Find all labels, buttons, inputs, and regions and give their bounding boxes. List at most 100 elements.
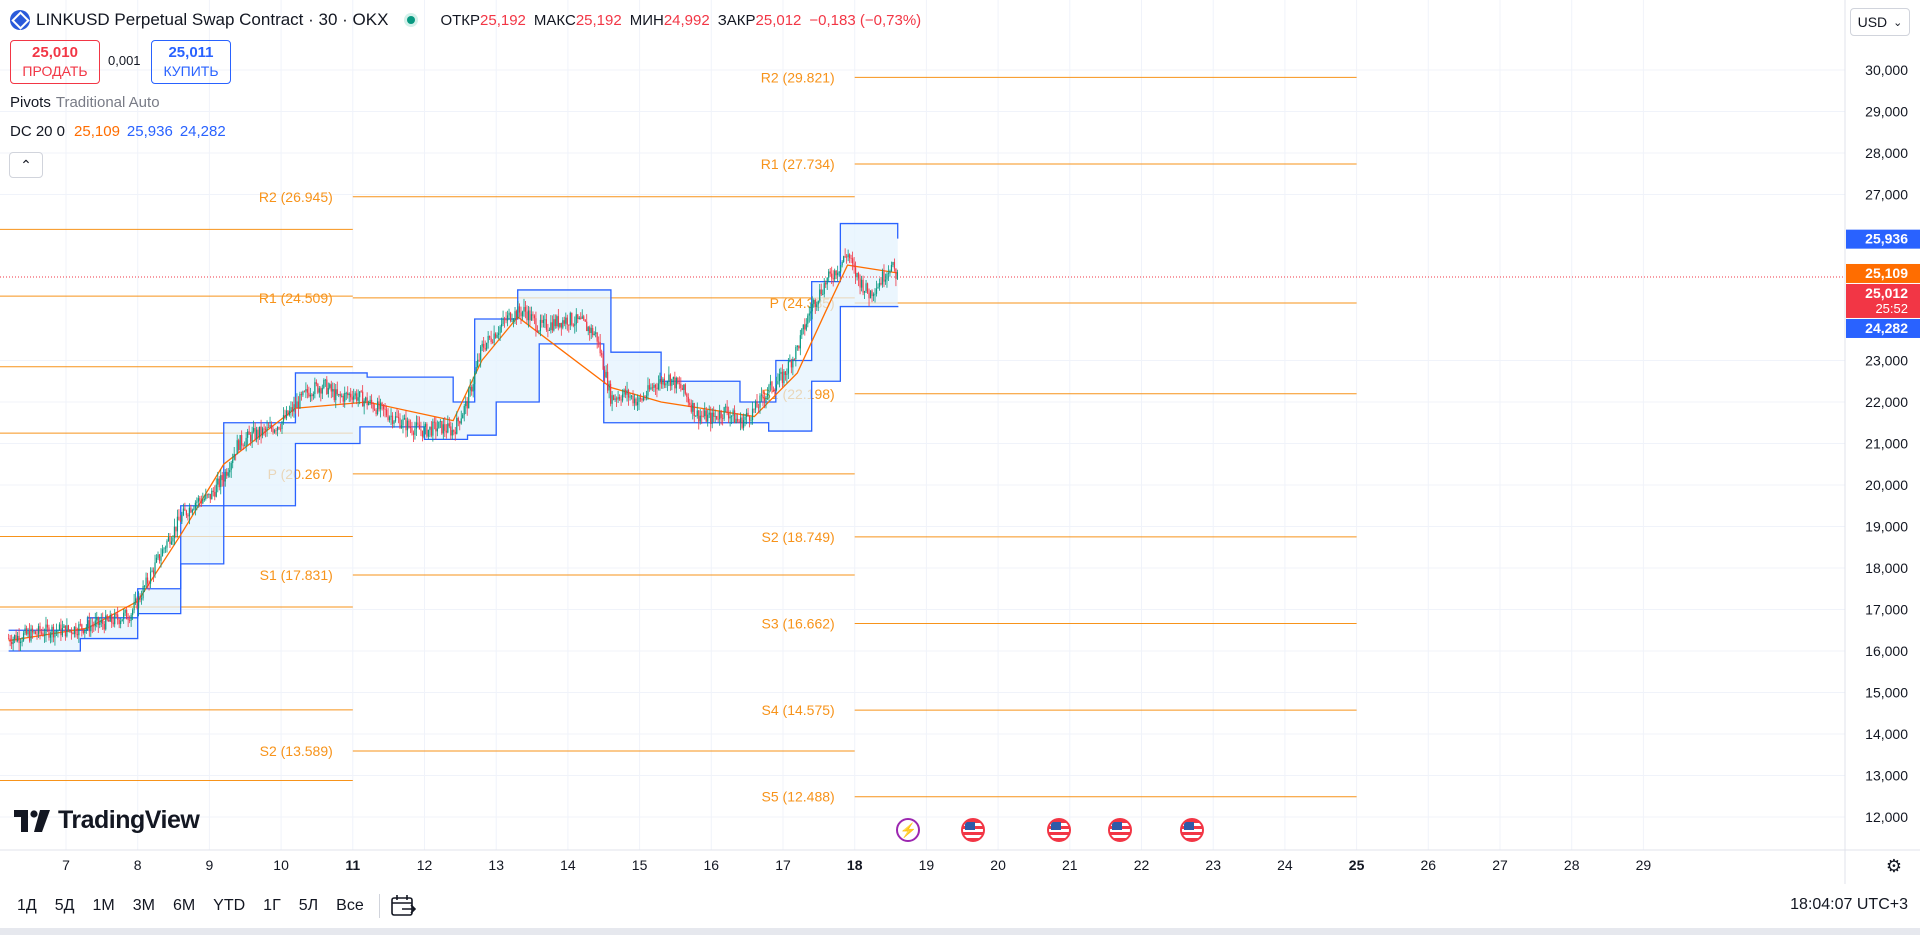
dc-legend[interactable]: DC 20 0 25,109 25,936 24,282: [10, 123, 226, 140]
candle-body: [112, 622, 114, 625]
candle-body: [584, 319, 586, 322]
candle-body: [244, 445, 246, 447]
us-flag-event-icon[interactable]: [1107, 818, 1132, 842]
candle-body: [792, 358, 794, 368]
candle-body: [551, 322, 553, 331]
collapse-legend-button[interactable]: ⌃: [9, 152, 43, 178]
candle-body: [247, 431, 249, 438]
candle-body: [245, 437, 247, 446]
candle-body: [409, 426, 412, 429]
lightning-event-icon[interactable]: ⚡: [896, 818, 921, 842]
sell-button[interactable]: 25,010 ПРОДАТЬ: [10, 40, 100, 84]
range-button[interactable]: 1Г: [263, 897, 281, 914]
candle-body: [545, 319, 547, 330]
candle-body: [290, 407, 292, 412]
tradingview-logo-text: TradingView: [58, 806, 200, 834]
pivot-label: S1 (17.831): [260, 567, 333, 583]
candle-body: [51, 626, 53, 635]
candle-body: [860, 279, 863, 288]
candle-body: [611, 395, 613, 404]
candle-body: [438, 421, 440, 429]
range-button[interactable]: 6М: [172, 897, 196, 914]
candle-body: [644, 397, 646, 398]
candle-body: [890, 265, 893, 272]
candle-body: [19, 641, 22, 644]
range-button[interactable]: 1Д: [17, 897, 37, 914]
candle-body: [200, 500, 202, 504]
candle-body: [205, 494, 207, 499]
pivots-legend[interactable]: Pivots Traditional Auto: [10, 94, 160, 111]
candle-body: [596, 332, 598, 342]
candle-body: [375, 409, 377, 415]
axis-settings-icon[interactable]: ⚙: [1885, 856, 1902, 876]
candle-body: [536, 330, 539, 332]
candle-body: [680, 383, 682, 389]
candle-body: [542, 319, 545, 323]
us-flag-event-icon[interactable]: [961, 818, 985, 842]
candle-body: [372, 403, 374, 410]
candle-body: [402, 419, 404, 426]
candle-body: [517, 306, 519, 319]
tradingview-logo[interactable]: TradingView: [14, 806, 200, 835]
pivot-label: R1 (24.509): [259, 290, 333, 306]
candle-body: [163, 548, 165, 550]
candle-body: [439, 420, 441, 422]
candle-body: [562, 320, 564, 328]
candle-body: [632, 395, 634, 404]
candle-body: [692, 403, 694, 412]
candle-body: [197, 498, 199, 502]
candle-body: [121, 619, 123, 622]
candle-body: [28, 630, 31, 641]
candle-body: [745, 412, 748, 417]
candle-body: [369, 399, 371, 404]
time-tick-label: 13: [488, 857, 504, 873]
candle-body: [686, 393, 688, 397]
candle-body: [808, 313, 810, 316]
range-button[interactable]: 1М: [92, 897, 115, 914]
candle-body: [795, 346, 797, 360]
calendar-goto-icon[interactable]: [390, 894, 416, 918]
candle-body: [828, 271, 830, 278]
candle-body: [175, 526, 177, 532]
candle-body: [14, 635, 16, 639]
candle-body: [533, 315, 536, 319]
us-flag-event-icon[interactable]: [1047, 818, 1072, 842]
candle-body: [143, 586, 146, 587]
candle-body: [203, 498, 205, 500]
candle-body: [36, 634, 38, 635]
candle-body: [184, 508, 186, 511]
price-chart[interactable]: R2 (29.821)R1 (27.734)P (24.385)S1 (22.1…: [0, 0, 1920, 884]
range-button[interactable]: 5Л: [298, 897, 319, 914]
candle-body: [275, 430, 277, 432]
candle-body: [798, 345, 800, 349]
currency-select[interactable]: USD ⌄: [1850, 8, 1910, 36]
us-flag-event-icon[interactable]: [1179, 818, 1204, 842]
candle-body: [220, 475, 222, 488]
candle-body: [572, 324, 574, 326]
candle-body: [202, 499, 204, 504]
clock[interactable]: 18:04:07 UTC+3: [1790, 896, 1908, 913]
range-button[interactable]: 5Д: [54, 897, 75, 914]
candle-body: [248, 431, 250, 435]
candle-body: [120, 621, 122, 625]
candle-body: [324, 379, 326, 381]
range-button[interactable]: Все: [336, 897, 364, 914]
candle-body: [424, 424, 426, 427]
range-button[interactable]: YTD: [213, 897, 246, 914]
pivot-label: S2 (18.749): [762, 529, 835, 545]
buy-button[interactable]: 25,011 КУПИТЬ: [151, 40, 231, 84]
candle-body: [581, 316, 583, 319]
symbol-title[interactable]: LINKUSD Perpetual Swap Contract · 30 · O…: [36, 10, 389, 29]
candle-body: [547, 329, 549, 331]
candle-body: [209, 493, 211, 500]
candle-body: [554, 319, 556, 327]
buy-label: КУПИТЬ: [163, 63, 219, 79]
candle-body: [142, 586, 144, 599]
range-button[interactable]: 3М: [132, 897, 155, 914]
candle-body: [557, 316, 559, 327]
candle-body: [620, 399, 622, 401]
candle-body: [433, 421, 435, 423]
candle-body: [678, 383, 680, 385]
time-tick-label: 20: [990, 857, 1006, 873]
price-tick-label: 13,000: [1865, 768, 1908, 784]
